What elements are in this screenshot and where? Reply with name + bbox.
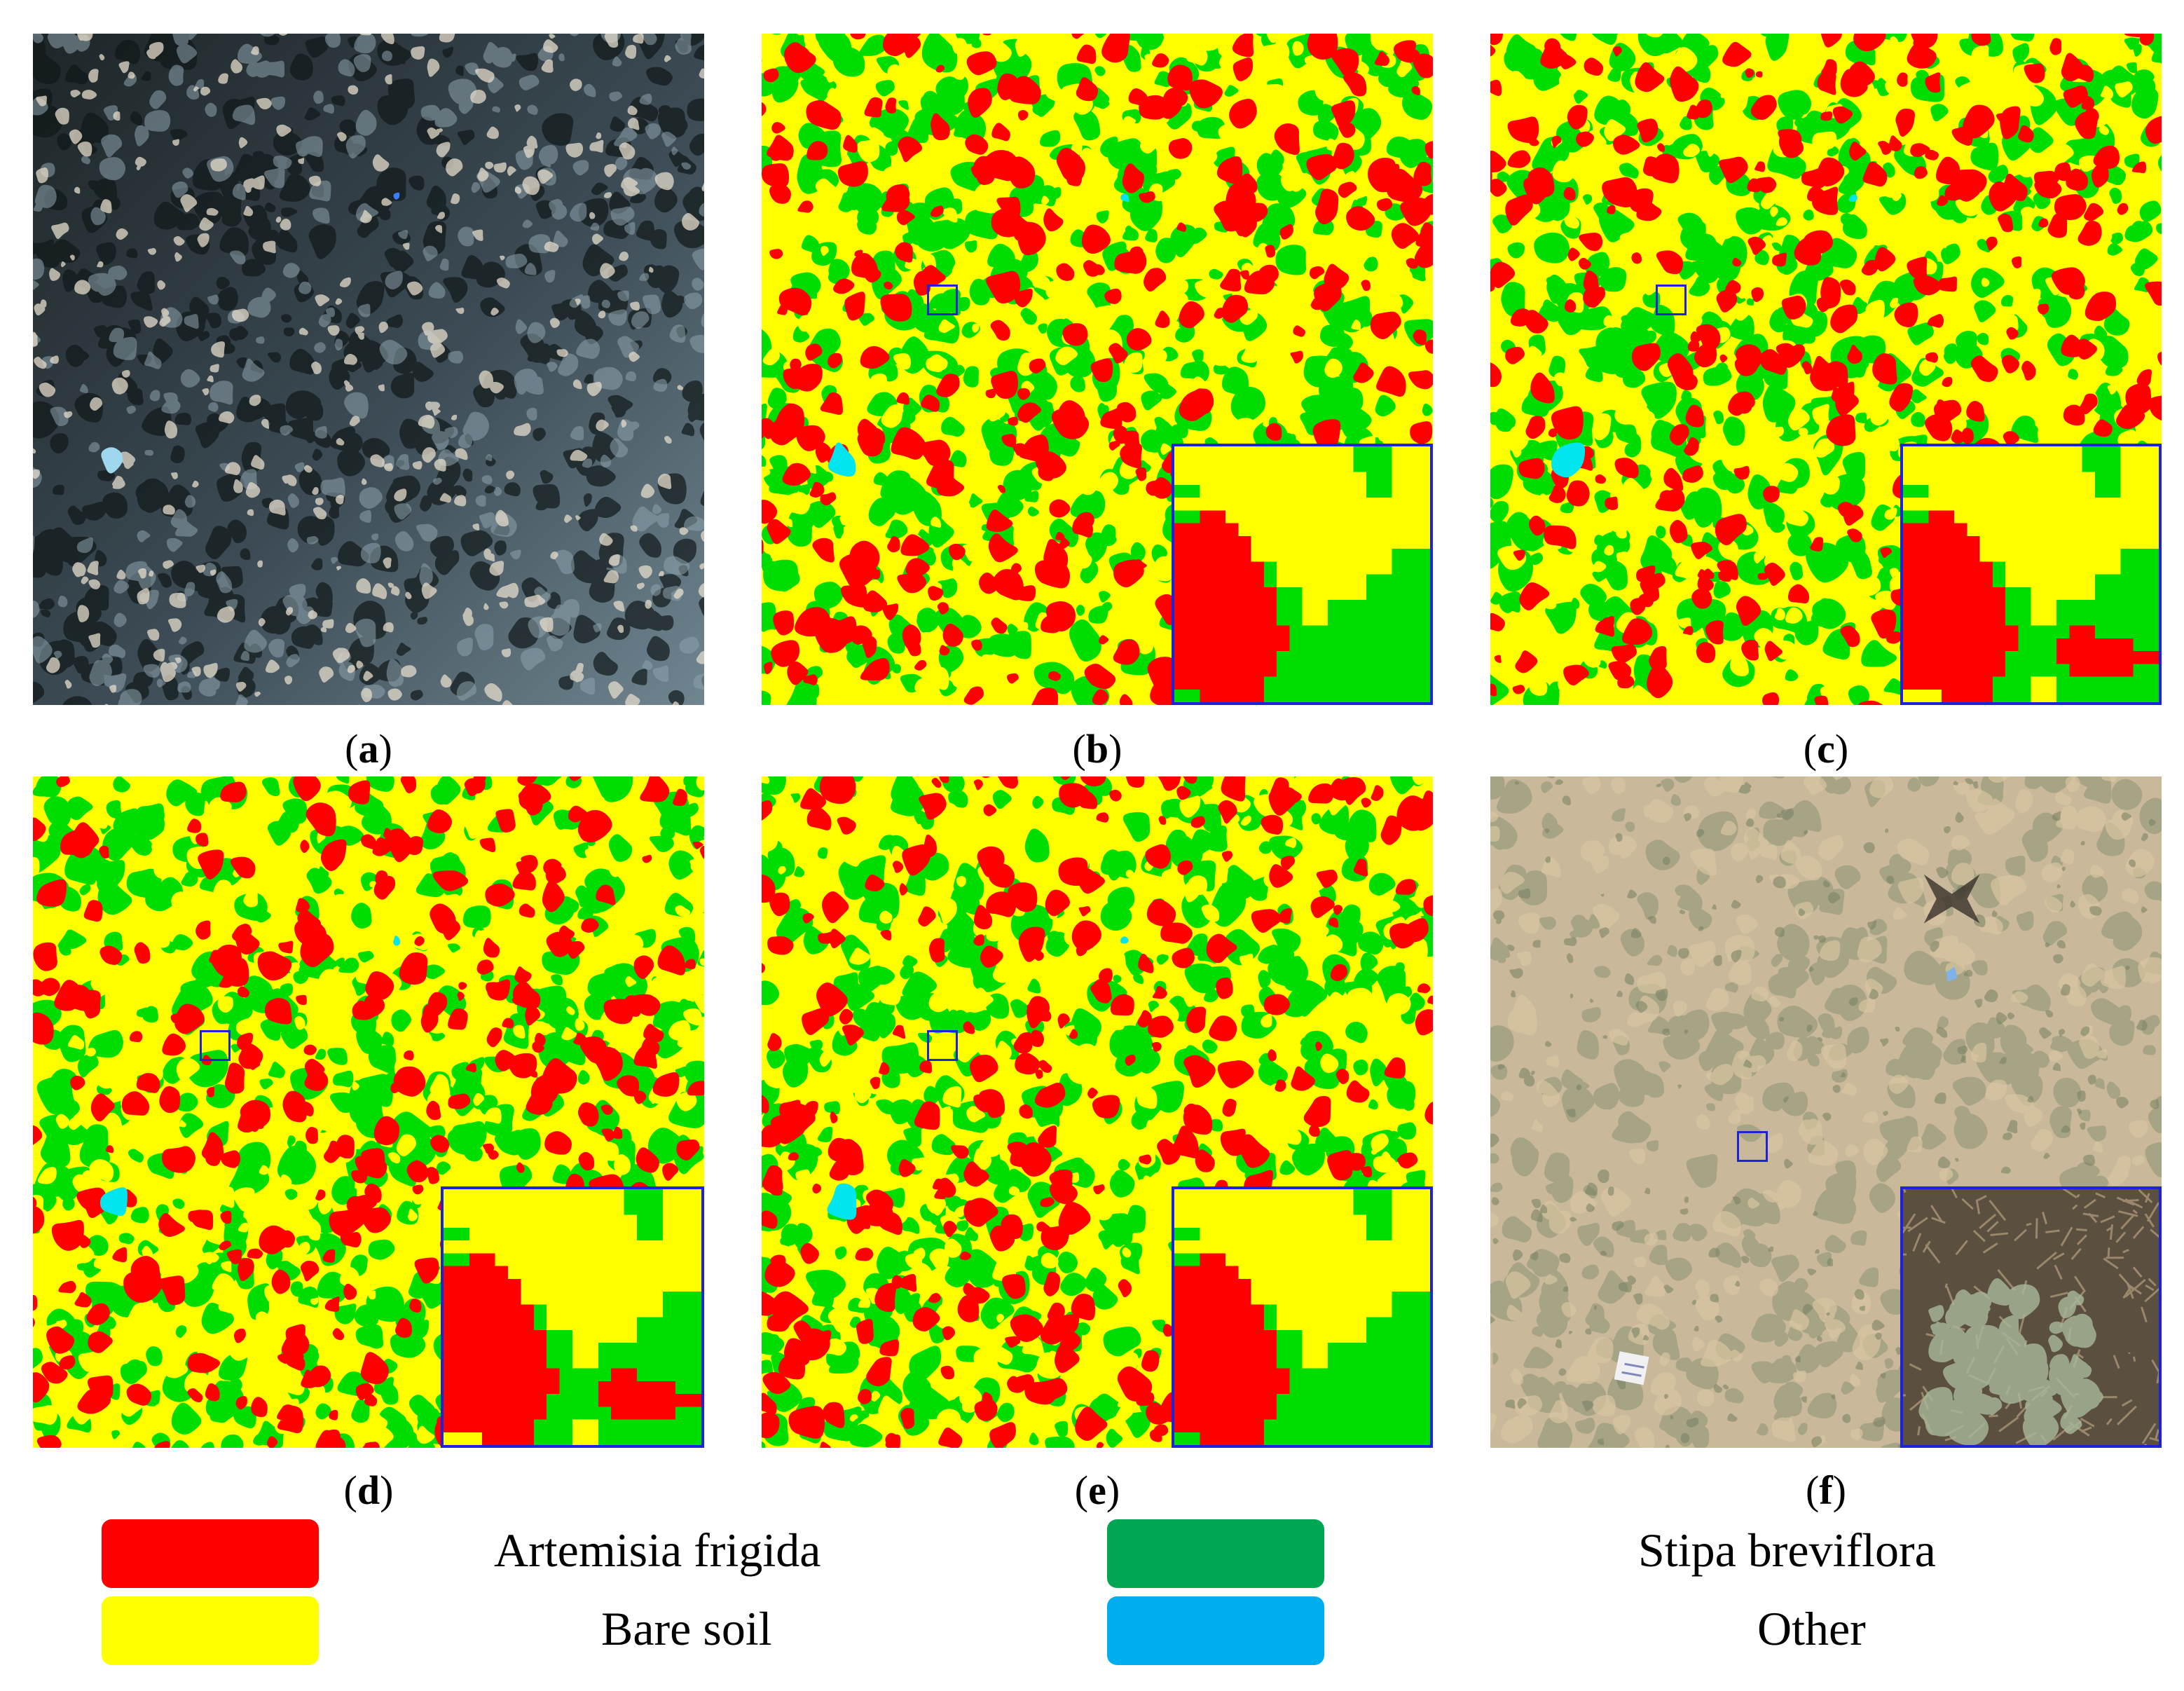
zoom-inset bbox=[441, 1186, 704, 1448]
legend-label-stipa: Stipa breviflora bbox=[1638, 1526, 1936, 1574]
panel-d-classification-map bbox=[33, 776, 704, 1448]
caption-e: (e) bbox=[1027, 1470, 1167, 1511]
zoom-region-marker bbox=[200, 1030, 231, 1061]
panel-a-satellite-image bbox=[33, 34, 704, 705]
zoom-region-marker bbox=[1737, 1131, 1768, 1162]
panel-b-classification-map bbox=[762, 34, 1433, 705]
legend-swatch-stipa bbox=[1107, 1519, 1324, 1588]
legend-label-artemisia: Artemisia frigida bbox=[494, 1526, 820, 1574]
legend-swatch-artemisia bbox=[102, 1519, 319, 1588]
zoom-region-marker bbox=[927, 1030, 958, 1061]
zoom-region-marker bbox=[927, 285, 958, 315]
zoom-inset bbox=[1172, 444, 1433, 705]
legend-swatch-bare-soil bbox=[102, 1596, 319, 1665]
caption-d: (d) bbox=[298, 1470, 439, 1511]
panel-e-classification-map bbox=[762, 776, 1433, 1448]
legend-label-other: Other bbox=[1757, 1605, 1866, 1652]
legend-swatch-other bbox=[1107, 1596, 1324, 1665]
caption-b: (b) bbox=[1027, 729, 1167, 769]
caption-a: (a) bbox=[298, 729, 439, 769]
zoom-inset bbox=[1900, 1186, 2162, 1448]
caption-f: (f) bbox=[1756, 1470, 1896, 1511]
zoom-region-marker bbox=[1656, 285, 1687, 315]
caption-c: (c) bbox=[1756, 729, 1896, 769]
panel-c-classification-map bbox=[1490, 34, 2162, 705]
zoom-inset bbox=[1172, 1186, 1433, 1448]
legend-label-bare-soil: Bare soil bbox=[601, 1605, 772, 1652]
zoom-inset bbox=[1900, 444, 2162, 705]
panel-f-uav-photo bbox=[1490, 776, 2162, 1448]
